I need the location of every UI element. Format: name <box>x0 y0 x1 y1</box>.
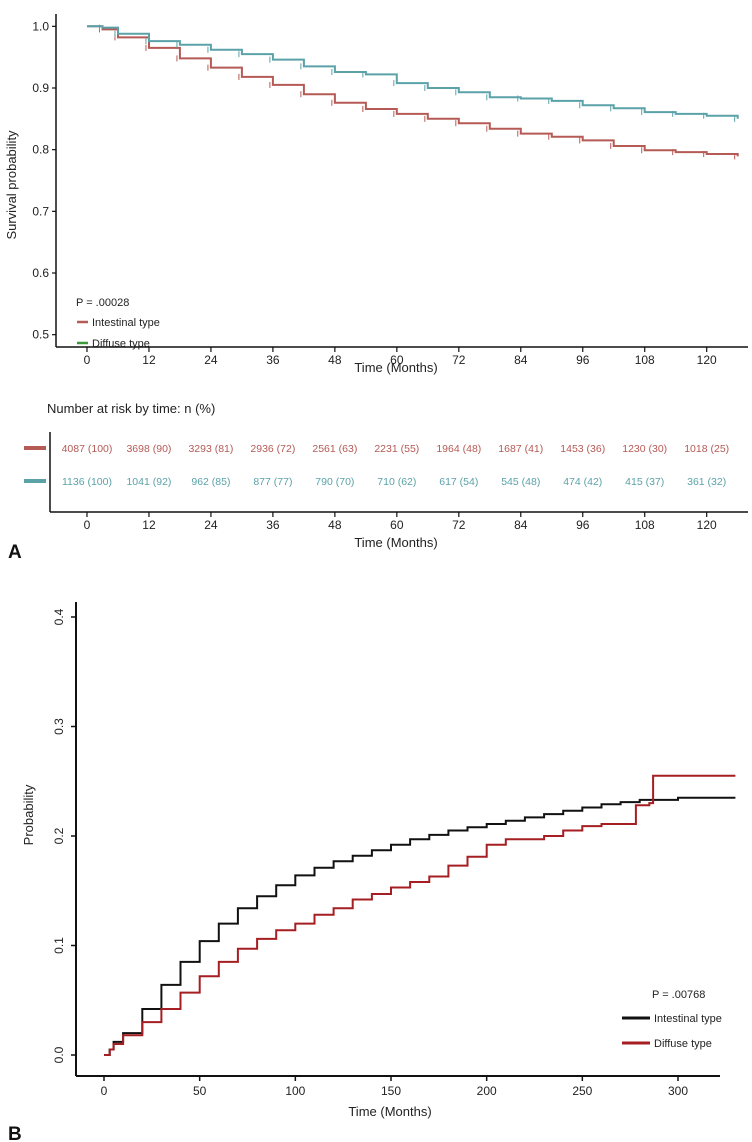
legend-label-intestinal-b: Intestinal type <box>654 1013 722 1025</box>
risk-table-cell: 1041 (92) <box>126 476 171 488</box>
risk-table-cell: 2936 (72) <box>250 443 295 455</box>
survival-plot-legend: Intestinal type Diffuse type <box>77 317 160 350</box>
cumulative-incidence-ylabel: Probability <box>21 784 36 845</box>
risk-table-xlabel: Time (Months) <box>354 535 437 550</box>
incidence-xtick-label: 200 <box>477 1084 497 1098</box>
risk-table-xtick-label: 120 <box>697 518 717 532</box>
risk-table-cell: 474 (42) <box>563 476 602 488</box>
risk-table-cell: 2231 (55) <box>374 443 419 455</box>
cumulative-incidence-ticks: 0.0 0.1 0.2 0.3 0.4 0 50 100 150 200 250 300 <box>52 608 688 1098</box>
risk-table-xtick-label: 108 <box>635 518 655 532</box>
legend-label-diffuse: Diffuse type <box>92 338 150 350</box>
risk-table-xtick-label: 96 <box>576 518 590 532</box>
cumulative-incidence-plot: 0.0 0.1 0.2 0.3 0.4 0 50 100 150 200 250 300 Probab… <box>21 602 736 1119</box>
risk-table-cell: 3698 (90) <box>126 443 171 455</box>
cumulative-incidence-axes <box>75 602 720 1077</box>
cumulative-incidence-xlabel: Time (Months) <box>348 1104 431 1119</box>
survival-ytick-label: 0.7 <box>32 204 49 218</box>
risk-table-cell: 790 (70) <box>315 476 354 488</box>
survival-xtick-label: 0 <box>84 353 91 367</box>
survival-xtick-label: 60 <box>390 353 404 367</box>
survival-plot-ylabel: Survival probability <box>4 130 19 240</box>
risk-table-cell: 1687 (41) <box>498 443 543 455</box>
incidence-xtick-label: 100 <box>285 1084 305 1098</box>
legend-label-intestinal: Intestinal type <box>92 317 160 329</box>
legend-label-diffuse-b: Diffuse type <box>654 1038 712 1050</box>
risk-table-cell: 877 (77) <box>253 476 292 488</box>
risk-table-cell: 3293 (81) <box>188 443 233 455</box>
survival-ytick-label: 1.0 <box>32 19 49 33</box>
risk-table-cell: 617 (54) <box>439 476 478 488</box>
risk-table-xtick-label: 72 <box>452 518 466 532</box>
risk-table-cell: 4087 (100) <box>62 443 113 455</box>
risk-table-xtick-label: 24 <box>204 518 218 532</box>
risk-table-xtick-label: 48 <box>328 518 342 532</box>
survival-xtick-label: 72 <box>452 353 466 367</box>
risk-table-xtick-label: 60 <box>390 518 404 532</box>
survival-xtick-label: 84 <box>514 353 528 367</box>
incidence-xtick-label: 50 <box>193 1084 207 1098</box>
survival-plot-series <box>87 24 739 160</box>
risk-table-body: 4087 (100) 3698 (90) 3293 (81) 2936 (72) 256… <box>24 432 748 532</box>
incidence-ytick-label: 0.2 <box>52 827 66 844</box>
survival-xtick-label: 120 <box>697 353 717 367</box>
incidence-xtick-label: 150 <box>381 1084 401 1098</box>
risk-table-xtick-label: 84 <box>514 518 528 532</box>
risk-table-cell: 1018 (25) <box>684 443 729 455</box>
survival-ytick-label: 0.9 <box>32 81 49 95</box>
risk-table-cell: 1136 (100) <box>62 476 112 488</box>
survival-line-intestinal <box>87 25 739 157</box>
survival-plot-ticks: 0.5 0.6 0.7 0.8 0.9 1.0 0 12 24 36 48 60 72 84 96 108 12… <box>32 19 717 367</box>
risk-table: Number at risk by time: n (%) 4087 (100)… <box>24 401 748 550</box>
incidence-ytick-label: 0.4 <box>52 608 66 625</box>
risk-table-cell: 962 (85) <box>191 476 230 488</box>
survival-xtick-label: 12 <box>142 353 156 367</box>
risk-table-cell: 415 (37) <box>625 476 664 488</box>
survival-xtick-label: 24 <box>204 353 218 367</box>
survival-ytick-label: 0.8 <box>32 143 49 157</box>
survival-plot-p-value: P = .00028 <box>76 297 129 309</box>
survival-plot: 0.5 0.6 0.7 0.8 0.9 1.0 0 12 24 36 48 60 72 84 96 108 12… <box>4 14 748 375</box>
risk-table-cell: 361 (32) <box>687 476 726 488</box>
risk-table-cell: 1453 (36) <box>560 443 605 455</box>
survival-xtick-label: 96 <box>576 353 590 367</box>
incidence-ytick-label: 0.3 <box>52 718 66 735</box>
survival-xtick-label: 108 <box>635 353 655 367</box>
incidence-ytick-label: 0.1 <box>52 937 66 954</box>
survival-line-diffuse <box>87 25 739 119</box>
risk-table-cell: 1230 (30) <box>622 443 667 455</box>
cumulative-incidence-series <box>104 774 736 1056</box>
survival-ytick-label: 0.6 <box>32 266 49 280</box>
incidence-line-intestinal <box>104 796 736 1056</box>
risk-table-cell: 2561 (63) <box>312 443 357 455</box>
cumulative-incidence-legend: Intestinal type Diffuse type <box>622 1013 722 1050</box>
cumulative-incidence-p-value: P = .00768 <box>652 989 705 1001</box>
survival-plot-xlabel: Time (Months) <box>354 360 437 375</box>
survival-plot-axes <box>55 14 748 348</box>
incidence-xtick-label: 250 <box>572 1084 592 1098</box>
risk-table-cell: 710 (62) <box>377 476 416 488</box>
risk-table-xtick-label: 0 <box>84 518 91 532</box>
risk-table-xtick-label: 36 <box>266 518 280 532</box>
panel-label-a: A <box>8 542 22 563</box>
risk-table-xtick-label: 12 <box>142 518 156 532</box>
survival-xtick-label: 36 <box>266 353 280 367</box>
incidence-ytick-label: 0.0 <box>52 1046 66 1063</box>
panel-label-b: B <box>8 1124 22 1142</box>
survival-xtick-label: 48 <box>328 353 342 367</box>
risk-table-cell: 1964 (48) <box>436 443 481 455</box>
incidence-xtick-label: 0 <box>101 1084 108 1098</box>
risk-table-title: Number at risk by time: n (%) <box>47 401 215 416</box>
survival-ytick-label: 0.5 <box>32 328 49 342</box>
risk-table-cell: 545 (48) <box>501 476 540 488</box>
incidence-xtick-label: 300 <box>668 1084 688 1098</box>
incidence-line-diffuse <box>104 774 736 1056</box>
